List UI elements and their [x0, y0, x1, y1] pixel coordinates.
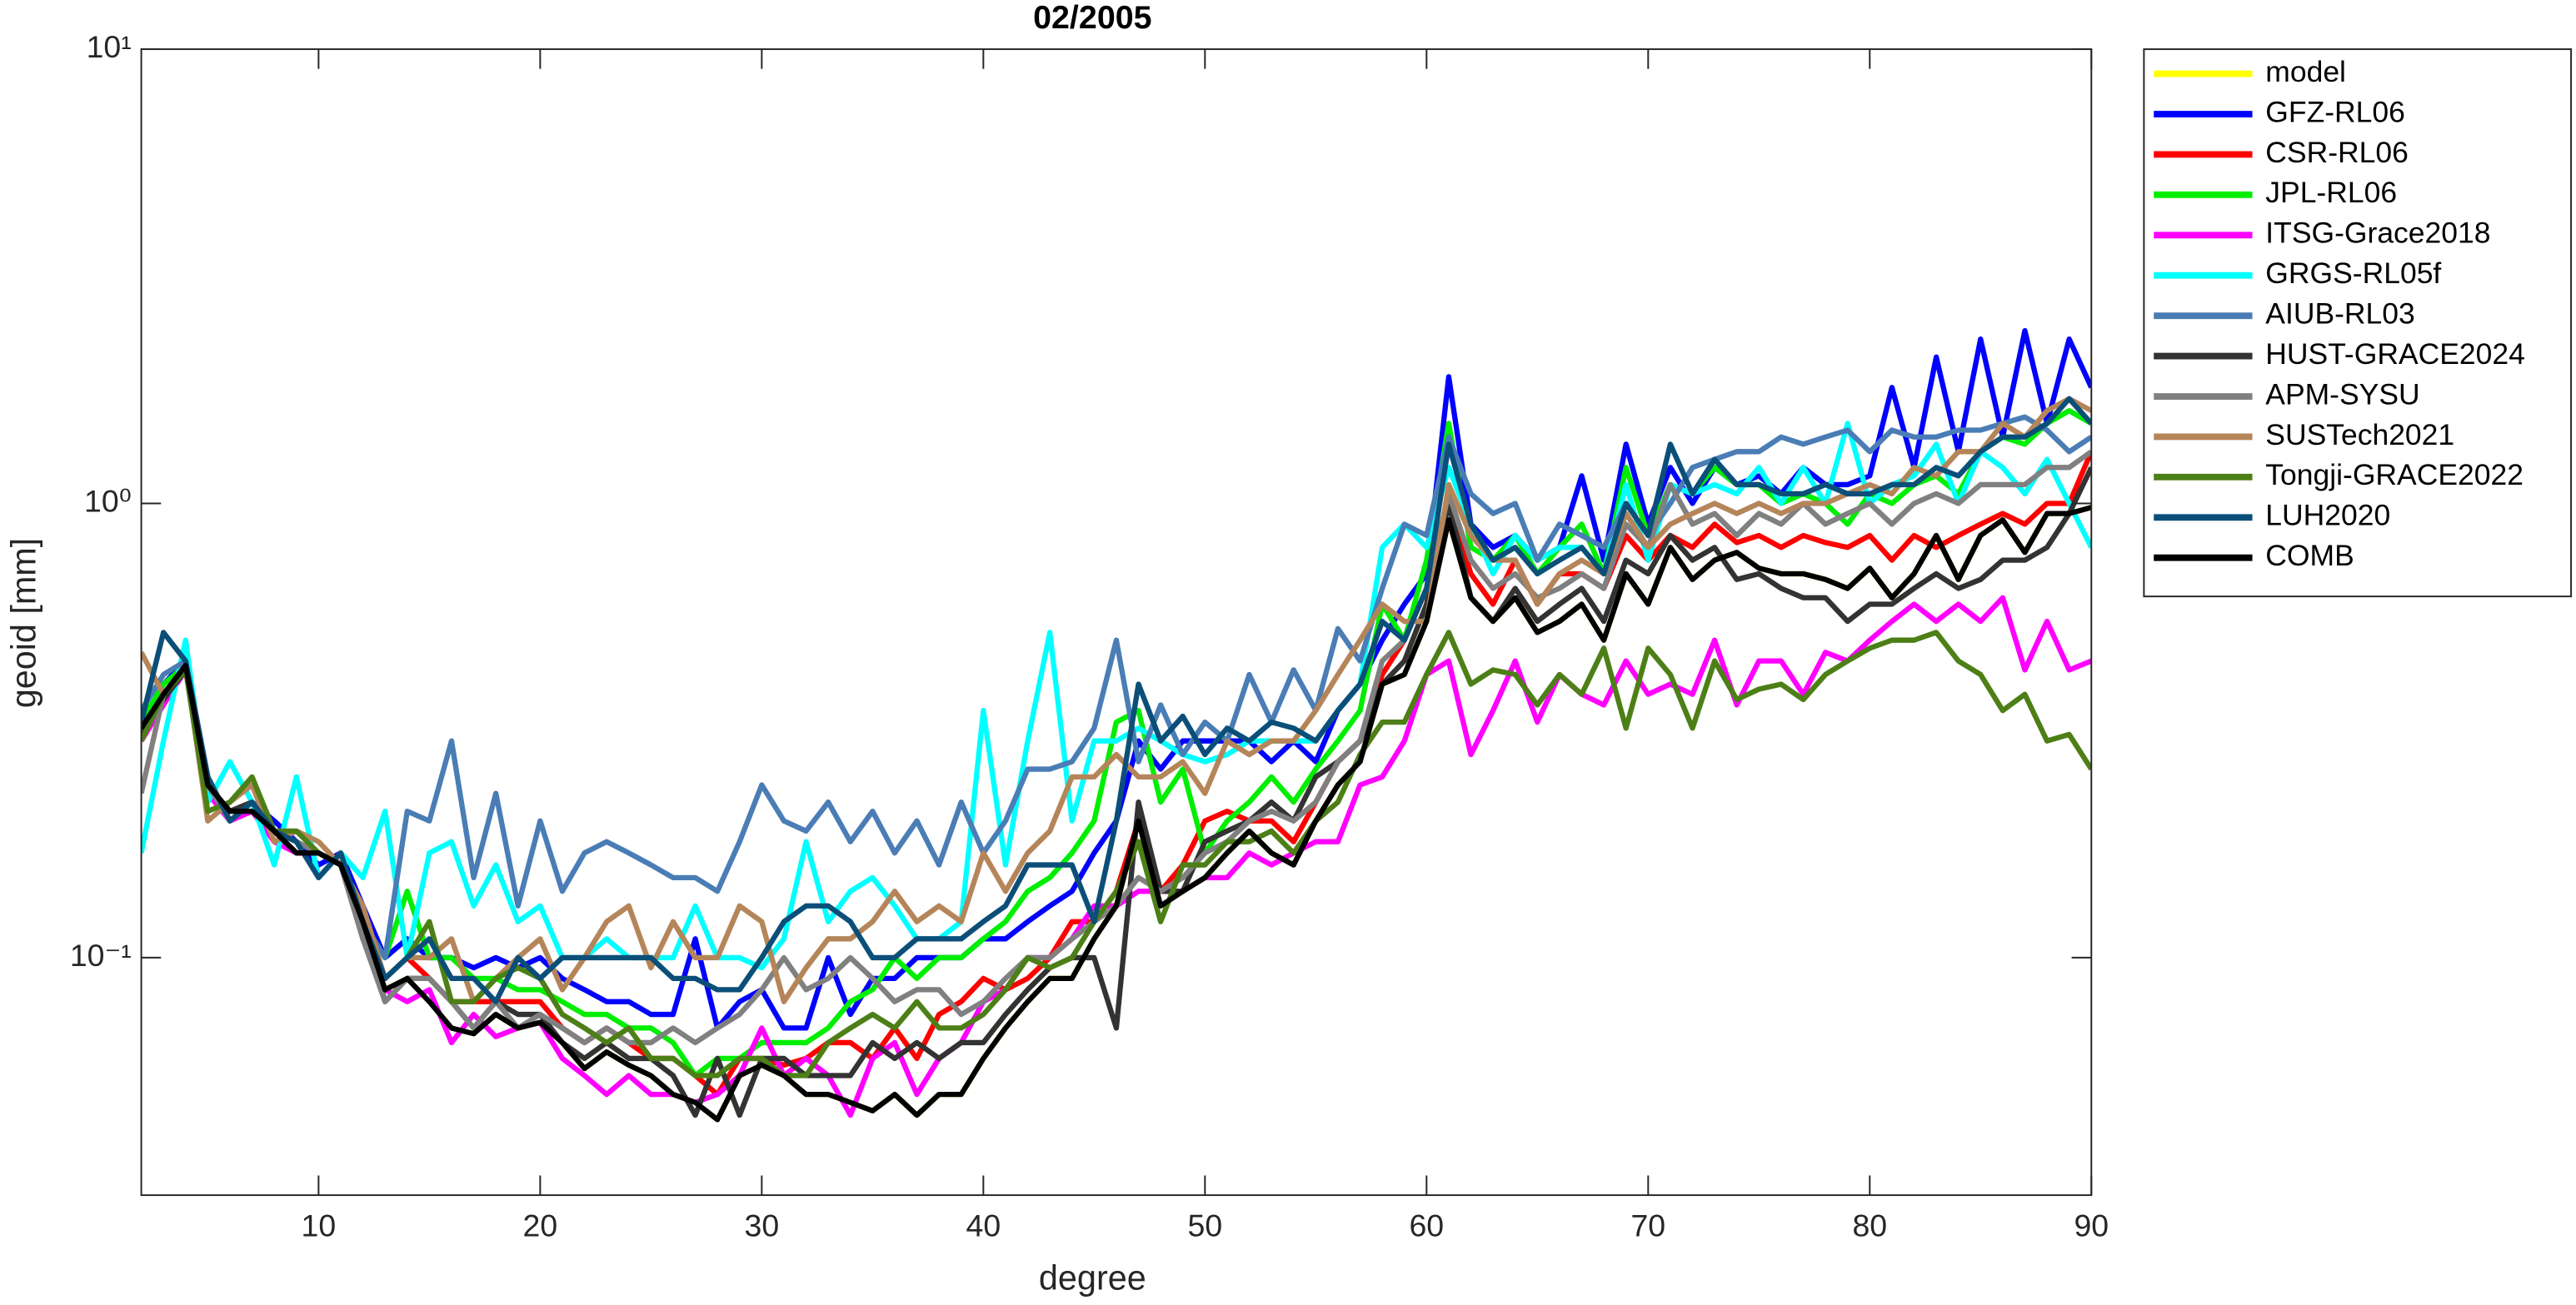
series-line [141, 630, 2092, 1078]
chart-title: 02/2005 [1033, 0, 1152, 36]
legend-label: model [2265, 55, 2346, 88]
x-tick-label: 90 [2074, 1208, 2109, 1243]
y-tick-label: 10⁰ [84, 483, 132, 518]
legend-label: JPL-RL06 [2265, 176, 2397, 209]
y-axis-label: geoid [mm] [4, 538, 42, 708]
legend-label: HUST-GRACE2024 [2265, 337, 2525, 371]
x-tick-label: 40 [966, 1208, 1001, 1243]
legend-label: GFZ-RL06 [2265, 95, 2405, 128]
legend-label: APM-SYSU [2265, 377, 2419, 411]
legend-label: SUSTech2021 [2265, 418, 2454, 451]
series-line [141, 421, 2092, 971]
series-line [141, 414, 2092, 961]
x-tick-label: 20 [523, 1208, 558, 1243]
series-line [141, 396, 2092, 1004]
legend-label: LUH2020 [2265, 499, 2390, 532]
series-line [141, 505, 2092, 1123]
x-tick-label: 70 [1630, 1208, 1665, 1243]
x-tick-label: 30 [745, 1208, 780, 1243]
x-tick-label: 10 [302, 1208, 337, 1243]
axes-box [140, 48, 2093, 1197]
legend-label: COMB [2265, 539, 2354, 572]
y-tick-label: 10¹ [87, 29, 132, 64]
series-line [141, 408, 2092, 1078]
x-axis-label: degree [1039, 1258, 1146, 1297]
y-tick-label: 10⁻¹ [70, 938, 132, 973]
legend-label: CSR-RL06 [2265, 136, 2409, 169]
legend-label: Tongji-GRACE2022 [2265, 458, 2524, 491]
legend-box [2143, 48, 2573, 598]
x-tick-label: 80 [1852, 1208, 1887, 1243]
legend-label: ITSG-Grace2018 [2265, 217, 2490, 250]
x-tick-label: 60 [1409, 1208, 1444, 1243]
legend-label: AIUB-RL03 [2265, 297, 2414, 331]
x-tick-label: 50 [1187, 1208, 1222, 1243]
legend-label: GRGS-RL05f [2265, 257, 2441, 290]
